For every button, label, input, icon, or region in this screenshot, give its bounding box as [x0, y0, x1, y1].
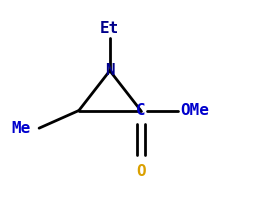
Text: Et: Et	[100, 21, 119, 36]
Text: OMe: OMe	[180, 103, 209, 118]
Text: C: C	[135, 103, 145, 118]
Text: N: N	[105, 63, 114, 78]
Text: Me: Me	[11, 121, 30, 136]
Text: O: O	[135, 164, 145, 179]
